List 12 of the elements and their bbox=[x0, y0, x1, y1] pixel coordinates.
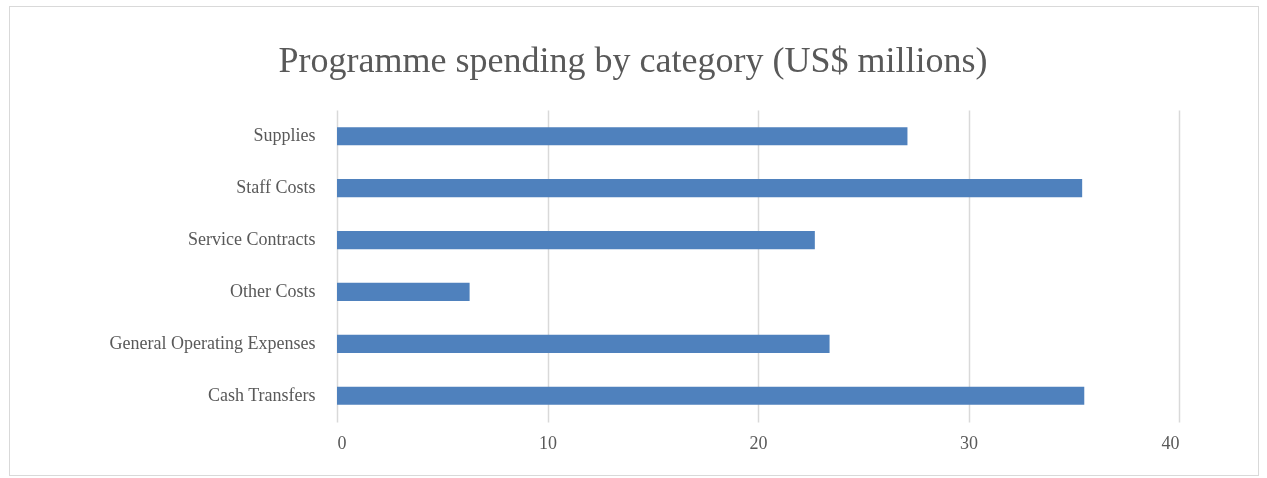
x-tick-label: 20 bbox=[749, 432, 768, 453]
x-tick-label: 40 bbox=[1161, 432, 1180, 453]
y-tick-label: Staff Costs bbox=[236, 177, 316, 198]
y-tick-label: Cash Transfers bbox=[207, 384, 316, 405]
chart-title: Programme spending by category (US$ millions) bbox=[278, 40, 988, 80]
x-tick-label: 10 bbox=[539, 432, 557, 453]
x-tick-label: 0 bbox=[337, 432, 347, 453]
x-tick-label: 30 bbox=[960, 432, 978, 453]
y-tick-label: Service Contracts bbox=[188, 229, 316, 250]
y-tick-label: Other Costs bbox=[230, 280, 316, 301]
y-tick-label: Supplies bbox=[253, 125, 316, 146]
y-tick-label: General Operating Expenses bbox=[109, 332, 316, 353]
